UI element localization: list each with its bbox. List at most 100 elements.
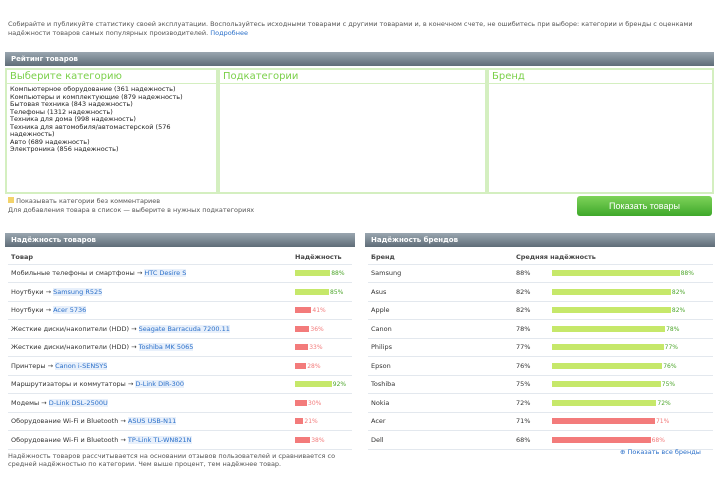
product-link[interactable]: Seagate Barracuda 7200.11 xyxy=(138,324,230,333)
more-link[interactable]: Подробнее xyxy=(210,29,248,37)
category-item[interactable]: Техника для дома (998 надежность) xyxy=(10,115,136,123)
brand-name[interactable]: Toshiba xyxy=(368,375,513,394)
product-row: Оборудование Wi-Fi и Bluetooth → ASUS US… xyxy=(8,412,352,431)
brand-name[interactable]: Apple xyxy=(368,301,513,320)
reliability-cell: 30% xyxy=(292,393,352,413)
brand-row: Dell 68% 68% xyxy=(368,430,713,450)
brand-bar-label: 82% xyxy=(671,307,686,315)
reliability-bar xyxy=(295,325,310,332)
brand-name[interactable]: Canon xyxy=(368,319,513,339)
show-products-button[interactable]: Показать товары xyxy=(577,196,712,216)
product-link[interactable]: ASUS USB-N11 xyxy=(127,417,177,426)
product-row: Мобильные телефоны и смартфоны → HTC Des… xyxy=(8,264,352,283)
brand-bar-label: 68% xyxy=(651,436,665,444)
category-column: Выберите категорию Компьютерное оборудов… xyxy=(5,68,218,194)
category-item[interactable]: Компьютеры и комплектующие (879 надежнос… xyxy=(10,92,183,101)
reliability-cell: 85% xyxy=(292,282,352,302)
brand-name[interactable]: Dell xyxy=(368,430,513,450)
col-brand: Бренд xyxy=(368,250,513,265)
category-item[interactable]: Техника для автомобиля/автомастерской (5… xyxy=(10,122,171,138)
product-cell: Оборудование Wi-Fi и Bluetooth → ASUS US… xyxy=(8,412,292,431)
brand-row: Samsung 88% 88% xyxy=(368,264,713,283)
reliability-value: 28% xyxy=(307,362,321,370)
brand-name[interactable]: Philips xyxy=(368,338,513,357)
product-link[interactable]: Canon i-SENSYS xyxy=(55,361,108,370)
product-row: Оборудование Wi-Fi и Bluetooth → TP-Link… xyxy=(8,430,352,450)
brand-name[interactable]: Acer xyxy=(368,412,513,431)
reliability-bar xyxy=(295,399,307,406)
product-link[interactable]: D-Link DSL-2500U xyxy=(48,398,108,407)
subcategory-column: Подкатегории xyxy=(218,68,487,194)
brand-bar-cell: 77% xyxy=(549,338,713,357)
category-name: Оборудование Wi-Fi и Bluetooth → xyxy=(11,435,126,444)
brand-bar-cell: 88% xyxy=(549,264,713,283)
product-row: Ноутбуки → Acer 5736 41% xyxy=(8,301,352,320)
brands-header: Надёжность брендов xyxy=(365,233,715,247)
brand-row: Acer 71% 71% xyxy=(368,412,713,431)
products-header: Надёжность товаров xyxy=(5,233,355,247)
brand-row: Toshiba 75% 75% xyxy=(368,375,713,394)
category-item[interactable]: Телефоны (1312 надежность) xyxy=(10,107,113,116)
brand-column: Бренд xyxy=(487,68,714,194)
brand-value: 68% xyxy=(513,430,549,450)
reliability-value: 41% xyxy=(312,307,326,315)
brands-table: Бренд Средняя надёжность Samsung 88% 88% As… xyxy=(368,250,713,450)
product-link[interactable]: HTC Desire S xyxy=(144,269,187,278)
brand-row: Canon 78% 78% xyxy=(368,319,713,339)
brand-value: 76% xyxy=(513,356,549,376)
show-all-brands-link[interactable]: ⊕ Показать все бренды xyxy=(620,448,701,456)
reliability-value: 33% xyxy=(309,344,323,352)
brand-name[interactable]: Epson xyxy=(368,356,513,376)
brand-bar xyxy=(552,270,680,277)
brand-bar-cell: 82% xyxy=(549,301,713,320)
product-row: Принтеры → Canon i-SENSYS 28% xyxy=(8,356,352,376)
products-footnote: Надёжность товаров рассчитывается на осн… xyxy=(8,452,336,468)
brand-name[interactable]: Samsung xyxy=(368,264,513,283)
product-link[interactable]: Acer 5736 xyxy=(53,306,87,315)
category-name: Жесткие диски/накопители (HDD) → xyxy=(11,343,137,352)
reliability-value: 21% xyxy=(304,418,318,426)
product-link[interactable]: D-Link DIR-300 xyxy=(135,380,185,389)
brand-bar-label: 77% xyxy=(664,344,678,352)
brand-value: 71% xyxy=(513,412,549,431)
brand-bar xyxy=(552,362,663,369)
brand-name[interactable]: Asus xyxy=(368,282,513,302)
reliability-value: 92% xyxy=(332,381,347,389)
brand-row: Epson 76% 76% xyxy=(368,356,713,376)
brand-bar-label: 72% xyxy=(657,399,671,407)
category-item[interactable]: Авто (689 надежность) xyxy=(10,137,90,146)
category-item[interactable]: Компьютерное оборудование (361 надежност… xyxy=(10,85,176,93)
product-cell: Ноутбуки → Samsung R525 xyxy=(8,282,292,302)
category-list: Компьютерное оборудование (361 надежност… xyxy=(7,84,216,156)
brand-bar xyxy=(552,436,651,443)
brand-bar-cell: 76% xyxy=(549,356,713,376)
show-empty-checkbox[interactable]: Показывать категории без комментариев xyxy=(8,197,160,205)
brand-bar xyxy=(552,381,661,388)
product-link[interactable]: Samsung R525 xyxy=(53,287,103,296)
reliability-value: 85% xyxy=(330,288,344,296)
brand-bar-cell: 68% xyxy=(549,430,713,450)
category-item[interactable]: Бытовая техника (843 надежность) xyxy=(10,100,133,108)
brand-value: 77% xyxy=(513,338,549,357)
brand-bar-cell: 82% xyxy=(549,282,713,302)
product-link[interactable]: Toshiba MK 5065 xyxy=(138,343,194,352)
brand-name[interactable]: Nokia xyxy=(368,393,513,413)
hint-text: Для добавления товара в список — выберит… xyxy=(8,206,255,214)
reliability-bar xyxy=(295,270,331,277)
category-item[interactable]: Электроника (856 надежность) xyxy=(10,145,119,153)
product-link[interactable]: TP-Link TL-WN821N xyxy=(127,435,192,444)
plus-icon: ⊕ xyxy=(620,448,626,456)
brand-row: Nokia 72% 72% xyxy=(368,393,713,413)
col-product: Товар xyxy=(8,250,292,265)
product-row: Ноутбуки → Samsung R525 85% xyxy=(8,282,352,302)
brand-bar-cell: 78% xyxy=(549,319,713,339)
product-cell: Оборудование Wi-Fi и Bluetooth → TP-Link… xyxy=(8,430,292,450)
brand-bar-cell: 71% xyxy=(549,412,713,431)
reliability-value: 30% xyxy=(308,399,322,407)
category-title: Выберите категорию xyxy=(7,70,216,84)
checkbox-icon[interactable] xyxy=(8,197,14,203)
brand-bar xyxy=(552,325,666,332)
product-row: Жесткие диски/накопители (HDD) → Toshiba… xyxy=(8,338,352,357)
product-cell: Модемы → D-Link DSL-2500U xyxy=(8,393,292,413)
reliability-cell: 21% xyxy=(292,412,352,431)
